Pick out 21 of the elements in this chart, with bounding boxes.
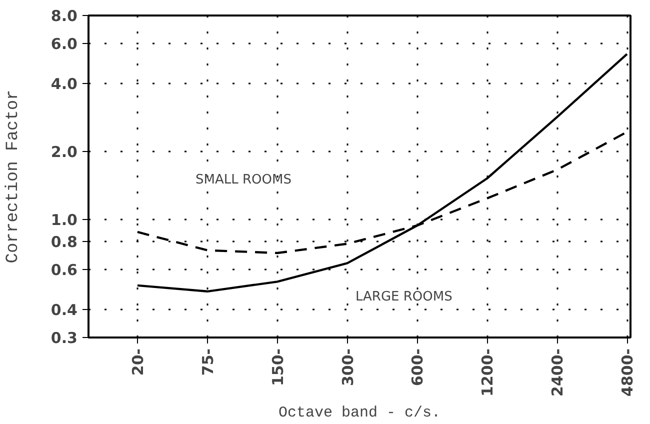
x-tick-label: 2400- [548, 348, 567, 396]
y-axis-title: Correction Factor [4, 90, 23, 264]
x-tick-label: 300- [338, 348, 357, 386]
x-axis-title: Octave band - c/s. [278, 404, 441, 422]
y-tick-label: 8.0 [50, 7, 78, 25]
y-tick-label: 1.0 [50, 210, 78, 229]
y-tick-label: 6.0 [50, 35, 78, 54]
x-tick-label: 1200- [478, 348, 497, 396]
y-tick-label: 0.8 [50, 232, 78, 251]
annotation: LARGE ROOMS [356, 290, 452, 304]
x-tick-label: 4800- [618, 348, 637, 396]
y-tick-label: 0.3 [50, 329, 78, 347]
y-tick-label: 4.0 [50, 74, 78, 93]
annotation: SMALL ROOMS [196, 172, 292, 188]
y-tick-label: 2.0 [50, 142, 78, 161]
y-tick-label: 0.6 [50, 261, 78, 280]
x-tick-label: 20- [128, 348, 147, 376]
x-tick-label: 150- [268, 348, 287, 386]
x-tick-label: 600- [408, 348, 427, 386]
y-tick-label: 0.4 [50, 300, 78, 319]
x-tick-label: 75- [198, 348, 217, 376]
